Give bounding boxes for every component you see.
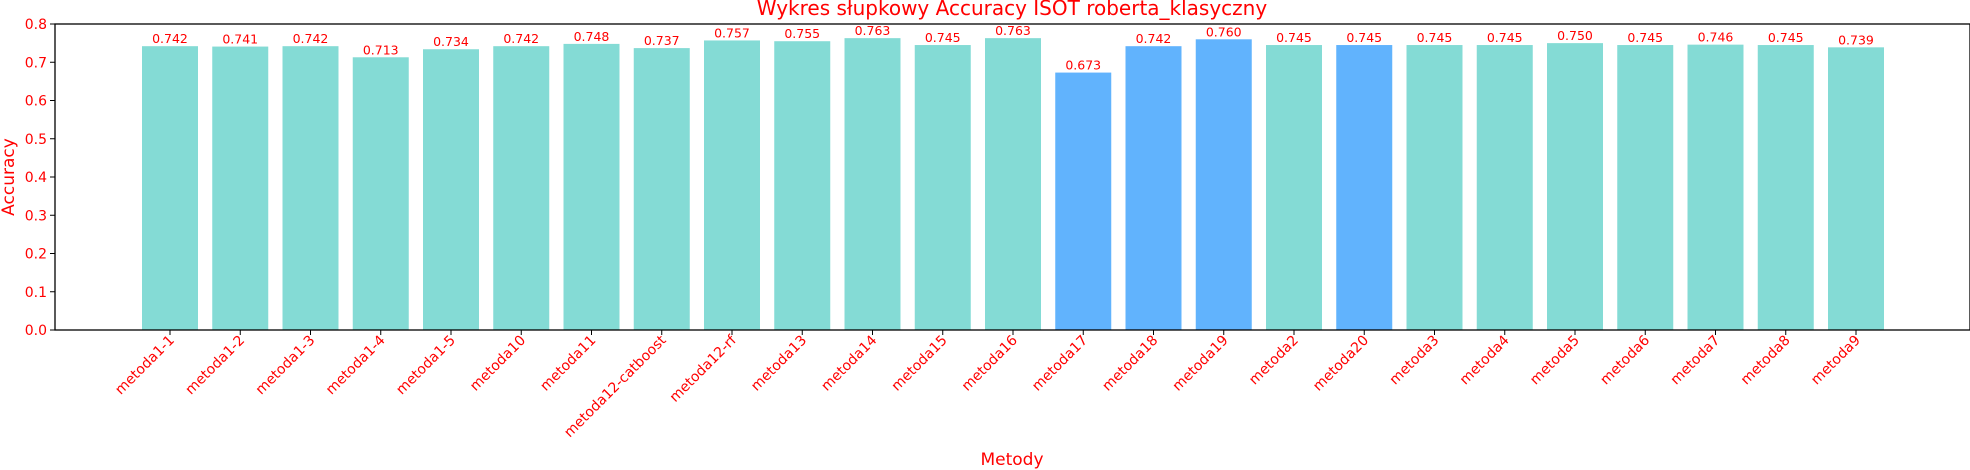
x-tick-label-metoda1-4: metoda1-4 — [323, 332, 389, 398]
x-tick-label-metoda4: metoda4 — [1457, 332, 1513, 388]
x-tick-label-metoda2: metoda2 — [1246, 333, 1302, 389]
bar-metoda2 — [1266, 45, 1322, 330]
x-tick-label-metoda8: metoda8 — [1738, 333, 1794, 389]
x-tick-label-metoda1-5: metoda1-5 — [393, 333, 459, 399]
value-label-metoda1-5: 0.734 — [433, 34, 469, 49]
y-tick-label: 0.0 — [25, 323, 47, 339]
value-label-metoda3: 0.745 — [1417, 30, 1453, 45]
y-tick-label: 0.5 — [25, 132, 47, 148]
value-label-metoda1-3: 0.742 — [293, 31, 329, 46]
y-axis-label: Accuracy — [0, 138, 19, 216]
x-tick-label-metoda11: metoda11 — [537, 333, 599, 395]
value-label-metoda12-catboost: 0.737 — [644, 33, 680, 48]
x-axis-ticks: metoda1-1 metoda1-2 metoda1-3 metoda1-4 meto… — [112, 330, 1864, 441]
value-label-metoda15: 0.745 — [925, 30, 961, 45]
x-tick-label-metoda13: metoda13 — [748, 333, 810, 395]
bar-metoda1-3 — [282, 46, 339, 331]
x-tick-label-metoda17: metoda17 — [1029, 333, 1091, 395]
bar-metoda1-5 — [423, 49, 479, 331]
y-tick-label: 0.7 — [25, 55, 47, 71]
bar-metoda12-rf — [704, 40, 760, 330]
bar-metoda16 — [985, 38, 1041, 331]
bar-metoda6 — [1617, 45, 1674, 330]
x-tick-label-metoda14: metoda14 — [818, 332, 880, 394]
bar-metoda9 — [1828, 47, 1884, 331]
x-tick-label-metoda15: metoda15 — [889, 333, 951, 395]
x-tick-label-metoda10: metoda10 — [467, 333, 529, 395]
value-label-metoda7: 0.746 — [1698, 30, 1734, 45]
value-label-metoda17: 0.673 — [1065, 58, 1101, 73]
value-label-metoda14: 0.763 — [855, 23, 891, 38]
bar-metoda20 — [1336, 45, 1393, 330]
value-label-metoda19: 0.760 — [1206, 24, 1242, 39]
bar-metoda1-4 — [352, 57, 409, 331]
x-tick-label-metoda3: metoda3 — [1387, 333, 1443, 389]
bar-metoda8 — [1757, 45, 1814, 330]
bar-metoda10 — [493, 46, 550, 331]
x-tick-label-metoda12-rf: metoda12-rf — [667, 332, 741, 406]
value-label-metoda12-rf: 0.757 — [714, 25, 750, 40]
value-label-metoda8: 0.745 — [1768, 30, 1804, 45]
y-tick-label: 0.8 — [25, 17, 47, 33]
bar-metoda3 — [1406, 45, 1463, 330]
bar-metoda18 — [1125, 46, 1182, 331]
value-label-metoda1-2: 0.741 — [222, 32, 258, 47]
bar-metoda13 — [774, 41, 831, 331]
value-label-metoda6: 0.745 — [1627, 30, 1663, 45]
x-axis-label: Metody — [980, 450, 1043, 470]
plot-frame — [54, 23, 1970, 331]
bars — [142, 38, 1884, 331]
x-tick-label-metoda6: metoda6 — [1597, 332, 1653, 388]
bar-metoda17 — [1055, 72, 1112, 330]
value-label-metoda1-1: 0.742 — [152, 31, 188, 46]
y-tick-label: 0.6 — [25, 94, 47, 110]
x-tick-label-metoda1-1: metoda1-1 — [112, 333, 178, 399]
y-tick-label: 0.3 — [25, 208, 47, 224]
x-tick-label-metoda5: metoda5 — [1527, 333, 1583, 389]
bar-metoda11 — [563, 43, 620, 330]
bar-metoda14 — [844, 38, 901, 331]
value-label-metoda13: 0.755 — [784, 26, 820, 41]
value-label-metoda4: 0.745 — [1487, 30, 1523, 45]
x-tick-label-metoda19: metoda19 — [1170, 333, 1232, 395]
y-tick-label: 0.2 — [25, 247, 47, 263]
x-tick-label-metoda9: metoda9 — [1808, 333, 1864, 389]
value-label-metoda11: 0.748 — [574, 29, 610, 44]
value-labels: 0.742 0.741 0.742 0.713 0.734 0.742 0.748 0.737… — [152, 23, 1874, 72]
y-axis-ticks: 0.0 0.1 0.2 0.3 0.4 0.5 0.6 0.7 0.8 — [25, 17, 55, 339]
chart-title: Wykres słupkowy Accuracy ISOT roberta_kl… — [757, 0, 1268, 20]
value-label-metoda20: 0.745 — [1346, 30, 1382, 45]
bar-metoda1-2 — [212, 46, 269, 330]
value-label-metoda9: 0.739 — [1838, 32, 1874, 47]
x-tick-label-metoda7: metoda7 — [1668, 333, 1724, 389]
x-tick-label-metoda18: metoda18 — [1099, 333, 1161, 395]
bar-metoda1-1 — [142, 46, 198, 331]
x-tick-label-metoda16: metoda16 — [959, 332, 1021, 394]
bar-metoda5 — [1547, 43, 1603, 330]
bar-metoda12-catboost — [633, 48, 690, 330]
y-tick-label: 0.4 — [25, 170, 47, 186]
bar-metoda4 — [1476, 45, 1533, 330]
value-label-metoda2: 0.745 — [1276, 30, 1312, 45]
value-label-metoda5: 0.750 — [1557, 28, 1593, 43]
bar-metoda19 — [1195, 39, 1252, 331]
x-tick-label-metoda20: metoda20 — [1310, 333, 1372, 395]
x-tick-label-metoda1-3: metoda1-3 — [253, 333, 319, 399]
bar-metoda15 — [914, 45, 971, 330]
value-label-metoda16: 0.763 — [995, 23, 1031, 38]
value-label-metoda1-4: 0.713 — [363, 42, 399, 57]
value-label-metoda10: 0.742 — [503, 31, 539, 46]
bar-metoda7 — [1687, 44, 1744, 330]
y-tick-label: 0.1 — [25, 285, 47, 301]
x-tick-label-metoda1-2: metoda1-2 — [183, 333, 249, 399]
value-label-metoda18: 0.742 — [1136, 31, 1172, 46]
